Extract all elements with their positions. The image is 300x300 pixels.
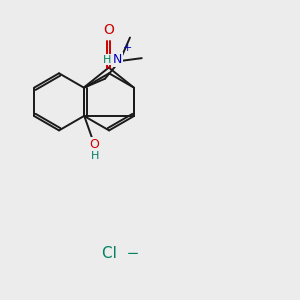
Text: +: + <box>123 43 133 53</box>
Text: Cl  −: Cl − <box>102 246 139 261</box>
Text: O: O <box>90 138 100 151</box>
Text: N: N <box>112 53 122 66</box>
Text: H: H <box>103 55 112 64</box>
Text: O: O <box>103 22 114 37</box>
Text: H: H <box>91 152 99 161</box>
